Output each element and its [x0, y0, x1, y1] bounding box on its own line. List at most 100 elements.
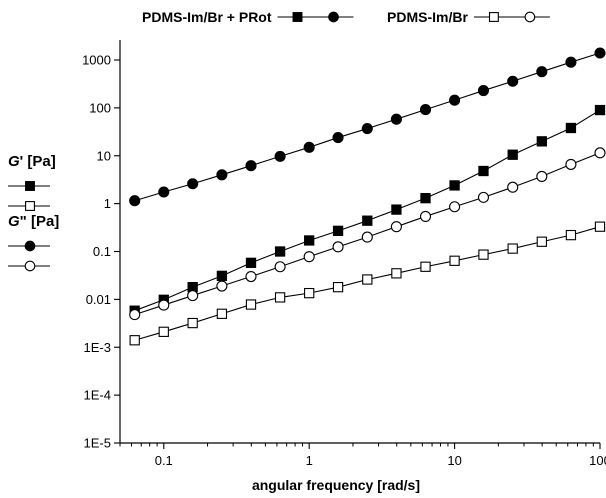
x-ticks: 0.1 1 10 100 [119, 443, 606, 468]
x-tick-label: 1 [306, 453, 313, 468]
legend-label: PDMS-Im/Br + PRot [142, 9, 272, 25]
side-legend-marker [24, 260, 36, 272]
y-tick-label: 1E-4 [84, 388, 111, 403]
data-point [274, 261, 286, 273]
data-point [245, 299, 257, 310]
data-point [390, 221, 402, 233]
y-tick-label: 10 [97, 148, 111, 163]
legend-marker [292, 12, 303, 22]
data-point [419, 104, 432, 116]
data-point [390, 113, 402, 125]
legend-entry: PDMS-Im/Br + PRot [142, 9, 354, 25]
data-point [391, 268, 402, 279]
data-point [274, 292, 286, 303]
y-tick-label: 1E-5 [84, 436, 111, 451]
legend-entry: PDMS-Im/Br [387, 9, 550, 25]
data-point [507, 243, 518, 254]
legend-marker [524, 11, 536, 23]
legend-label: PDMS-Im/Br [387, 9, 468, 25]
y-tick-label: 1000 [82, 53, 111, 68]
data-point [216, 169, 228, 181]
data-point [304, 287, 315, 299]
data-point [304, 235, 315, 246]
data-point [536, 136, 547, 147]
data-point [565, 122, 577, 134]
data-point [274, 150, 286, 162]
data-point [420, 261, 431, 272]
side-legend-title: G" [Pa] [8, 213, 59, 230]
data-point [391, 204, 402, 215]
data-point [216, 308, 228, 319]
y-tick-label: 1E-3 [84, 340, 111, 355]
data-point [420, 193, 431, 204]
y-tick-label: 1 [104, 196, 111, 211]
series-1 [129, 47, 606, 207]
side-legend-marker [24, 240, 36, 252]
side-legend-group: G' [Pa] [8, 153, 56, 211]
data-point [361, 122, 373, 135]
data-point [536, 236, 547, 247]
data-point [594, 104, 606, 116]
series-3 [129, 147, 606, 321]
data-point [332, 282, 344, 293]
data-point [362, 215, 373, 226]
data-point [477, 191, 490, 203]
data-point [129, 335, 140, 346]
data-point [187, 290, 199, 302]
side-legend-marker [25, 201, 35, 211]
x-tick-label: 100 [589, 453, 606, 468]
data-point [129, 195, 141, 207]
data-point [594, 221, 606, 232]
data-point [362, 274, 373, 285]
data-point [158, 186, 170, 198]
plot-area: 1000 100 10 1 0.1 0.01 1E-3 1E-4 1E-5 0.1 1 10 100 [82, 40, 606, 468]
side-legend-group: G" [Pa] [8, 213, 59, 272]
legend-marker [488, 12, 499, 22]
side-legend-title: G' [Pa] [8, 153, 56, 170]
data-point [478, 165, 489, 177]
data-point [216, 270, 228, 282]
data-point [536, 66, 548, 78]
x-tick-label: 10 [447, 453, 461, 468]
data-point [594, 47, 606, 59]
y-tick-label: 0.01 [86, 292, 111, 307]
data-point [478, 249, 489, 260]
data-point [361, 231, 373, 243]
data-point [507, 181, 519, 193]
data-point [187, 317, 198, 329]
data-point [274, 246, 286, 257]
data-point [332, 225, 344, 236]
data-point [245, 257, 257, 268]
data-point [565, 229, 577, 241]
top-legend: PDMS-Im/Br + PRot PDMS-Im/Br [142, 9, 550, 25]
data-point [216, 280, 228, 292]
side-legend: G' [Pa] G" [Pa] [8, 153, 59, 272]
data-point [158, 299, 170, 311]
data-point [158, 326, 169, 337]
data-point [477, 85, 490, 97]
y-tick-label: 100 [89, 100, 111, 115]
data-point [187, 178, 199, 190]
data-point [449, 180, 460, 191]
series-2 [129, 221, 606, 346]
y-tick-label: 0.1 [93, 244, 111, 259]
side-legend-marker [25, 181, 35, 191]
series-layer [129, 47, 606, 346]
y-ticks: 1000 100 10 1 0.1 0.01 1E-3 1E-4 1E-5 [82, 53, 120, 451]
data-point [129, 309, 141, 321]
data-point [449, 94, 461, 106]
data-point [565, 56, 577, 68]
data-point [565, 158, 577, 170]
data-point [449, 201, 461, 213]
x-tick-label: 0.1 [155, 453, 173, 468]
data-point [303, 251, 315, 263]
data-point [449, 255, 460, 266]
data-point [419, 210, 432, 222]
data-point [507, 75, 519, 87]
data-point [332, 131, 344, 144]
data-point [245, 160, 257, 172]
data-point [303, 141, 315, 153]
data-point [594, 147, 606, 159]
data-point [507, 149, 518, 160]
